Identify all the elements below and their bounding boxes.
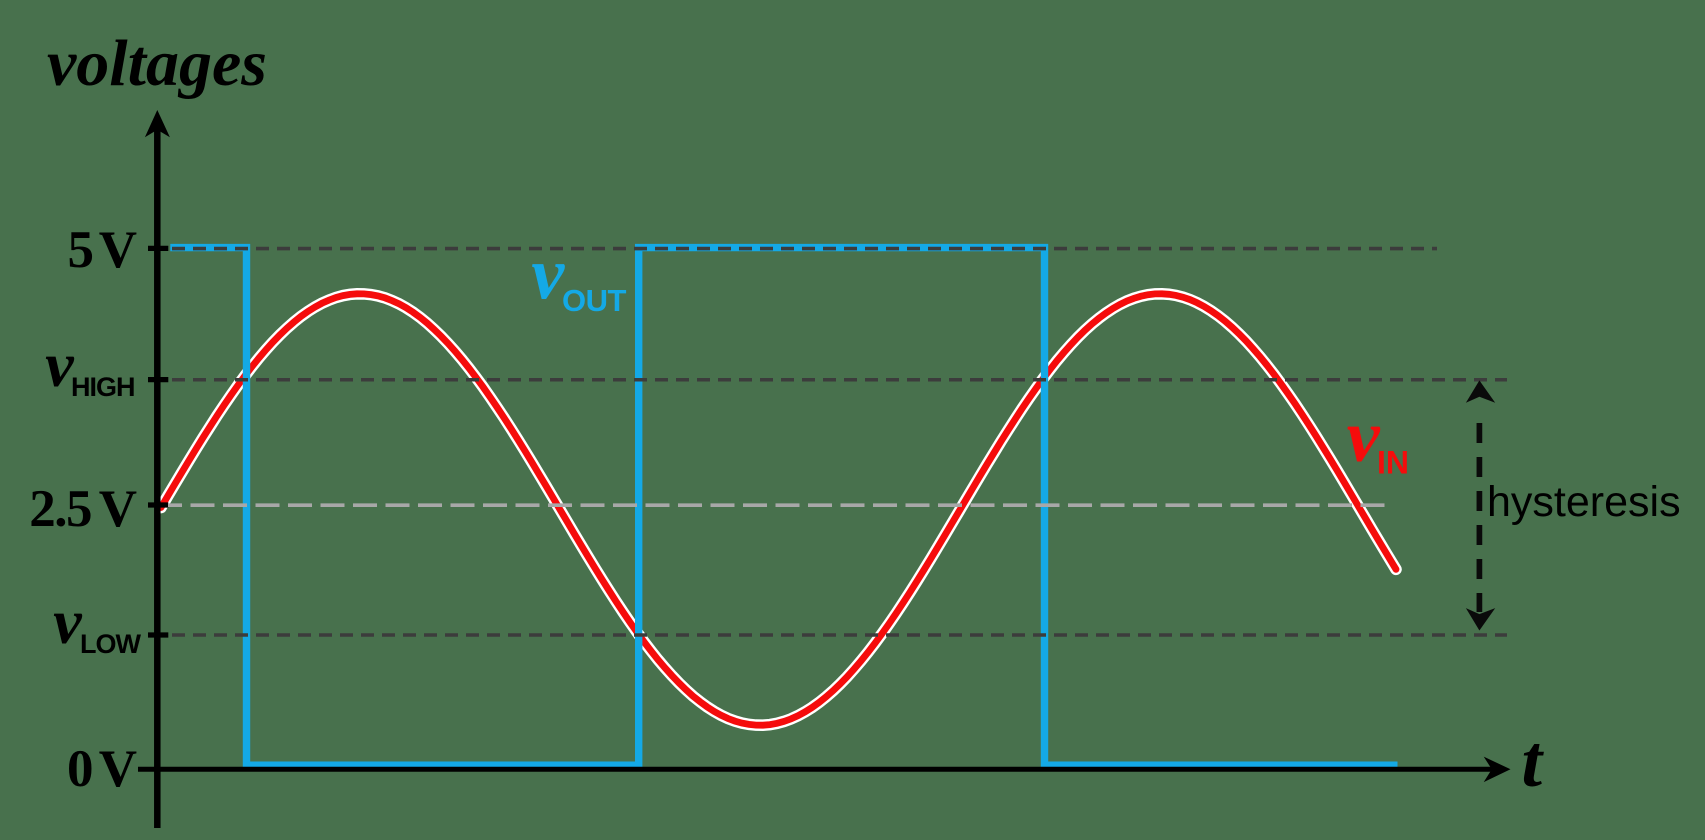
svg-text:v: v — [53, 586, 82, 657]
svg-text:v: v — [1347, 396, 1381, 478]
svg-text:OUT: OUT — [562, 283, 627, 318]
svg-text:IN: IN — [1377, 444, 1409, 480]
svg-text:hysteresis: hysteresis — [1487, 478, 1681, 526]
svg-text:LOW: LOW — [80, 629, 141, 659]
svg-text:voltages: voltages — [47, 27, 267, 100]
svg-text:v: v — [531, 234, 565, 316]
svg-text:0: 0 — [67, 740, 94, 798]
svg-text:V: V — [99, 221, 137, 279]
svg-text:t: t — [1522, 721, 1545, 803]
svg-text:2.5: 2.5 — [29, 480, 91, 538]
svg-text:5: 5 — [68, 221, 95, 279]
svg-text:V: V — [99, 480, 137, 538]
svg-text:V: V — [99, 740, 137, 798]
svg-text:HIGH: HIGH — [71, 372, 135, 402]
svg-text:v: v — [45, 329, 74, 400]
